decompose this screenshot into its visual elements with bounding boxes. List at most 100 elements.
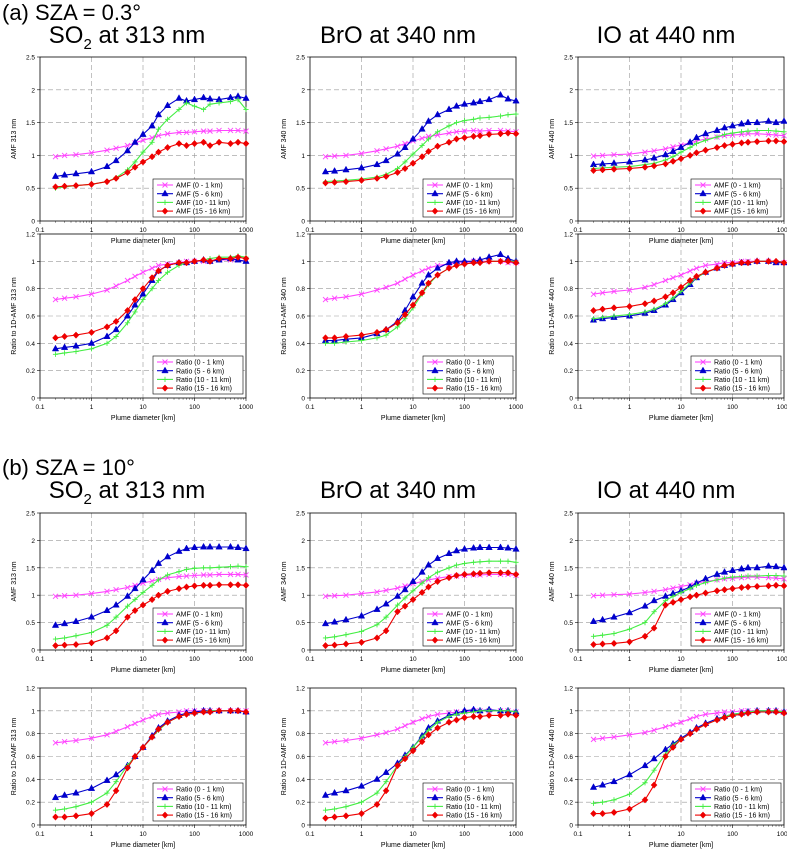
data-point: [670, 144, 676, 150]
legend: Ratio (0 - 1 km)Ratio (5 - 6 km) Ratio (1…: [152, 355, 244, 395]
data-point: [765, 127, 772, 134]
data-point: [469, 98, 478, 106]
data-point: [200, 581, 207, 589]
data-point: [470, 116, 477, 122]
data-point: [773, 132, 779, 138]
data-point: [200, 572, 207, 578]
data-point: [598, 159, 607, 167]
data-point: [227, 581, 234, 589]
data-point: [434, 129, 441, 135]
data-point: [149, 713, 155, 720]
data-point: [87, 167, 96, 175]
legend: AMF (0 - 1 km)AMF (5 - 6 km) AMF (10 - 11…: [422, 178, 514, 218]
data-point: [103, 776, 111, 783]
data-point: [175, 585, 183, 593]
legend: Ratio (0 - 1 km)Ratio (5 - 6 km) Ratio (1…: [422, 782, 514, 822]
y-tick-label: 0.6: [564, 314, 573, 321]
x-tick-label: 100: [727, 656, 738, 663]
legend: Ratio (0 - 1 km)Ratio (5 - 6 km) Ratio (1…: [690, 355, 782, 395]
legend-marker: [700, 803, 706, 809]
data-point: [729, 711, 736, 719]
data-point: [394, 602, 401, 608]
data-point: [445, 574, 453, 582]
legend-marker: [700, 628, 706, 634]
y-tick-label: 1: [301, 259, 305, 266]
series-15-16: [322, 129, 520, 187]
data-point: [164, 718, 171, 726]
chart-panel-b-SO2-Ratio: 0 0.2 0.4 0.6 0.8 1 1.2 0.1 1 10 100 1000 Plume diam…: [11, 686, 254, 850]
data-point: [191, 128, 198, 135]
data-point: [112, 325, 120, 333]
data-point: [190, 95, 199, 103]
x-tick-label: 10: [409, 404, 417, 411]
data-point: [505, 558, 511, 564]
data-point: [497, 257, 504, 265]
data-point: [780, 563, 787, 571]
data-point: [687, 144, 693, 151]
data-point: [692, 133, 701, 141]
x-axis-label: Plume diameter [km]: [649, 415, 713, 422]
legend-marker: [700, 199, 706, 205]
x-tick-label: 100: [189, 831, 200, 838]
data-point: [470, 259, 477, 267]
x-tick-label: 1: [90, 831, 94, 838]
data-point: [425, 136, 432, 142]
x-tick-label: 10: [139, 656, 147, 663]
legend-label: AMF (15 - 16 km): [176, 638, 230, 645]
x-tick-label: 1000: [509, 831, 524, 838]
data-point: [206, 94, 214, 102]
data-point: [445, 549, 453, 557]
data-point: [686, 151, 694, 159]
legend-label: Ratio (10 - 11 km): [176, 804, 232, 811]
data-point: [215, 255, 223, 263]
data-point: [780, 582, 787, 590]
x-tick-label: 10: [139, 227, 147, 234]
data-point: [512, 130, 520, 138]
data-point: [394, 608, 401, 616]
data-point: [650, 624, 658, 632]
legend-label: AMF (0 - 1 km): [176, 612, 223, 619]
data-point: [418, 153, 426, 161]
data-point: [765, 257, 772, 265]
legend-label: AMF (15 - 16 km): [714, 209, 768, 216]
data-point: [476, 543, 484, 550]
data-point: [164, 572, 171, 578]
col-title-a-so2: SO2 at 313 nm: [0, 22, 257, 53]
data-point: [418, 738, 426, 746]
data-point: [418, 588, 426, 597]
data-point: [678, 589, 684, 596]
data-point: [227, 564, 234, 570]
legend-label: AMF (5 - 6 km): [446, 620, 493, 627]
data-point: [113, 283, 119, 289]
data-point: [461, 570, 468, 578]
data-point: [662, 160, 669, 168]
x-tick-label: 1000: [777, 831, 787, 838]
data-point: [104, 287, 110, 293]
col-title-text: BrO at 340 nm: [319, 477, 477, 504]
data-point: [678, 149, 684, 155]
data-point: [754, 130, 760, 137]
y-tick-label: 0.5: [296, 620, 305, 627]
y-tick-label: 1.5: [26, 565, 35, 572]
data-point: [626, 791, 633, 797]
data-point: [598, 615, 607, 623]
data-point: [87, 784, 96, 791]
x-tick-label: 0.1: [35, 404, 44, 411]
data-point: [425, 713, 432, 720]
y-tick-label: 1.2: [564, 686, 573, 693]
plot-frame: [309, 687, 517, 826]
y-tick-label: 0.8: [26, 286, 35, 293]
data-point: [453, 571, 460, 580]
x-tick-label: 0.1: [305, 404, 314, 411]
data-point: [124, 306, 131, 315]
legend-label: Ratio (5 - 6 km): [446, 368, 494, 375]
data-point: [132, 309, 138, 315]
data-point: [200, 128, 207, 134]
series-10-11: [590, 572, 787, 639]
data-point: [670, 721, 676, 728]
data-point: [183, 710, 190, 718]
data-point: [611, 151, 617, 158]
y-tick-label: 2: [301, 87, 305, 94]
data-point: [650, 162, 658, 170]
data-point: [424, 270, 433, 278]
